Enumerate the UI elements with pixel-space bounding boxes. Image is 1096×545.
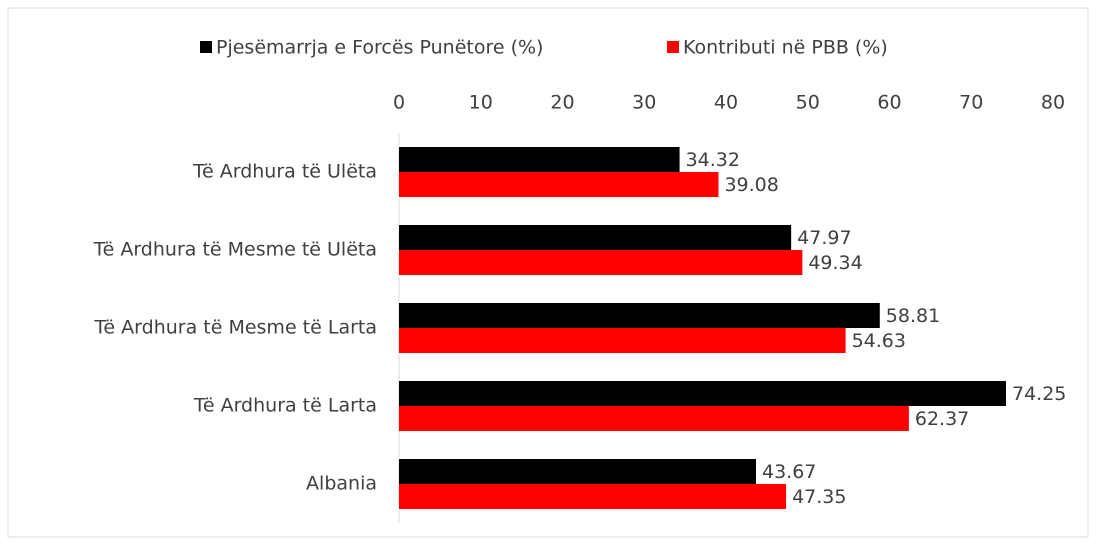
y-tick-label: Të Ardhura të Ulëta xyxy=(192,161,377,183)
data-label: 62.37 xyxy=(915,408,969,430)
x-tick-label: 50 xyxy=(796,92,820,114)
data-label: 58.81 xyxy=(886,305,940,327)
bar xyxy=(399,225,792,250)
data-label: 74.25 xyxy=(1012,383,1066,405)
legend-label: Kontributi në PBB (%) xyxy=(683,37,888,59)
bar xyxy=(399,459,757,484)
data-label: 34.32 xyxy=(686,149,740,171)
x-tick-label: 80 xyxy=(1041,92,1065,114)
data-label: 39.08 xyxy=(724,174,778,196)
data-label: 43.67 xyxy=(762,461,816,483)
x-tick-label: 40 xyxy=(714,92,738,114)
bar xyxy=(399,147,680,172)
legend-swatch xyxy=(667,41,679,53)
bar xyxy=(399,381,1006,406)
y-tick-label: Të Ardhura të Mesme të Ulëta xyxy=(93,239,377,261)
legend-label: Pjesëmarrja e Forcës Punëtore (%) xyxy=(216,37,543,59)
y-tick-label: Të Ardhura të Larta xyxy=(193,395,377,417)
data-label: 47.97 xyxy=(797,227,851,249)
data-label: 49.34 xyxy=(808,252,862,274)
bar xyxy=(399,303,880,328)
x-tick-label: 60 xyxy=(877,92,901,114)
x-tick-label: 10 xyxy=(469,92,493,114)
y-tick-label: Albania xyxy=(306,473,377,495)
bar xyxy=(399,328,846,353)
x-tick-label: 0 xyxy=(393,92,405,114)
x-tick-label: 20 xyxy=(550,92,574,114)
y-tick-label: Të Ardhura të Mesme të Larta xyxy=(94,317,378,339)
x-tick-label: 30 xyxy=(632,92,656,114)
bar xyxy=(399,250,803,275)
bar xyxy=(399,406,909,431)
bar xyxy=(399,172,719,197)
bar xyxy=(399,484,787,509)
data-label: 47.35 xyxy=(792,486,846,508)
data-label: 54.63 xyxy=(852,330,906,352)
legend-swatch xyxy=(200,41,212,53)
x-tick-label: 70 xyxy=(959,92,983,114)
